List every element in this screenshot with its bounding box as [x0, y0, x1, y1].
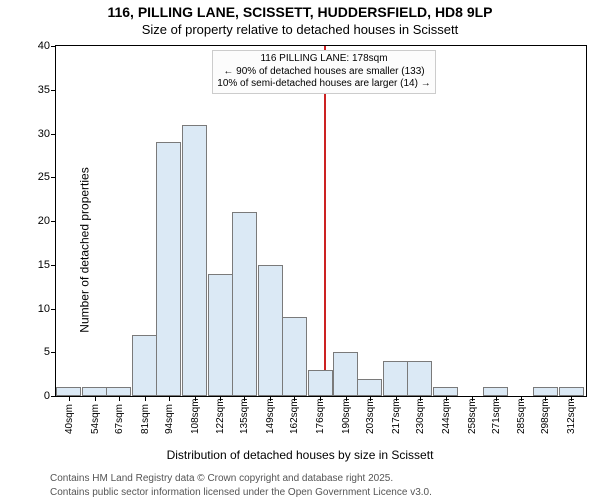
y-tick-label: 30	[38, 128, 50, 140]
histogram-bar	[208, 274, 233, 397]
footer-line-1: Contains HM Land Registry data © Crown c…	[50, 473, 393, 484]
histogram-bar	[282, 317, 307, 396]
y-tick	[51, 90, 56, 91]
histogram-bar	[106, 387, 131, 396]
x-tick-label: 176sqm	[315, 398, 326, 434]
x-tick-label: 67sqm	[114, 404, 125, 434]
x-tick-label: 40sqm	[64, 404, 75, 434]
x-axis-label: Distribution of detached houses by size …	[0, 448, 600, 462]
histogram-bar	[559, 387, 584, 396]
x-tick-label: 312sqm	[566, 398, 577, 434]
reference-line	[324, 46, 326, 396]
x-tick-label: 298sqm	[540, 398, 551, 434]
histogram-bar	[383, 361, 408, 396]
histogram-bar	[258, 265, 283, 396]
x-tick-label: 230sqm	[415, 398, 426, 434]
x-tick-label: 81sqm	[140, 404, 151, 434]
footer-line-2: Contains public sector information licen…	[50, 487, 432, 498]
x-tick	[169, 396, 170, 401]
x-tick-label: 108sqm	[190, 398, 201, 434]
x-tick	[119, 396, 120, 401]
histogram-bar	[132, 335, 157, 396]
x-tick-label: 135sqm	[239, 398, 250, 434]
histogram-bar	[308, 370, 333, 396]
x-tick	[95, 396, 96, 401]
y-tick	[51, 46, 56, 47]
x-tick-label: 162sqm	[289, 398, 300, 434]
y-tick	[51, 309, 56, 310]
histogram-bar	[407, 361, 432, 396]
histogram-bar	[333, 352, 358, 396]
histogram-bar	[483, 387, 508, 396]
chart-title: 116, PILLING LANE, SCISSETT, HUDDERSFIEL…	[0, 4, 600, 20]
y-tick-label: 15	[38, 259, 50, 271]
x-tick-label: 94sqm	[164, 404, 175, 434]
x-tick-label: 258sqm	[467, 398, 478, 434]
x-tick-label: 285sqm	[516, 398, 527, 434]
x-tick-label: 244sqm	[441, 398, 452, 434]
y-tick-label: 10	[38, 303, 50, 315]
y-tick	[51, 177, 56, 178]
y-tick-label: 20	[38, 215, 50, 227]
plot-area: 116 PILLING LANE: 178sqm← 90% of detache…	[55, 45, 587, 397]
x-tick-label: 54sqm	[90, 404, 101, 434]
y-tick-label: 25	[38, 171, 50, 183]
y-tick-label: 35	[38, 84, 50, 96]
annotation-box: 116 PILLING LANE: 178sqm← 90% of detache…	[212, 50, 435, 94]
chart-container: 116, PILLING LANE, SCISSETT, HUDDERSFIEL…	[0, 0, 600, 500]
y-tick-label: 5	[44, 346, 50, 358]
x-tick-label: 217sqm	[391, 398, 402, 434]
histogram-bar	[433, 387, 458, 396]
y-tick-label: 0	[44, 390, 50, 402]
y-tick	[51, 221, 56, 222]
x-tick-label: 271sqm	[491, 398, 502, 434]
y-tick	[51, 396, 56, 397]
x-tick-label: 122sqm	[215, 398, 226, 434]
y-tick	[51, 134, 56, 135]
x-tick	[145, 396, 146, 401]
x-tick	[69, 396, 70, 401]
histogram-bar	[56, 387, 81, 396]
histogram-bar	[232, 212, 257, 396]
chart-subtitle: Size of property relative to detached ho…	[0, 22, 600, 37]
x-tick-label: 203sqm	[365, 398, 376, 434]
histogram-bar	[533, 387, 558, 396]
x-tick-label: 190sqm	[341, 398, 352, 434]
histogram-bar	[182, 125, 207, 396]
y-tick-label: 40	[38, 40, 50, 52]
histogram-bar	[156, 142, 181, 396]
y-tick	[51, 265, 56, 266]
y-tick	[51, 352, 56, 353]
histogram-bar	[357, 379, 382, 397]
x-tick-label: 149sqm	[265, 398, 276, 434]
histogram-bar	[82, 387, 107, 396]
